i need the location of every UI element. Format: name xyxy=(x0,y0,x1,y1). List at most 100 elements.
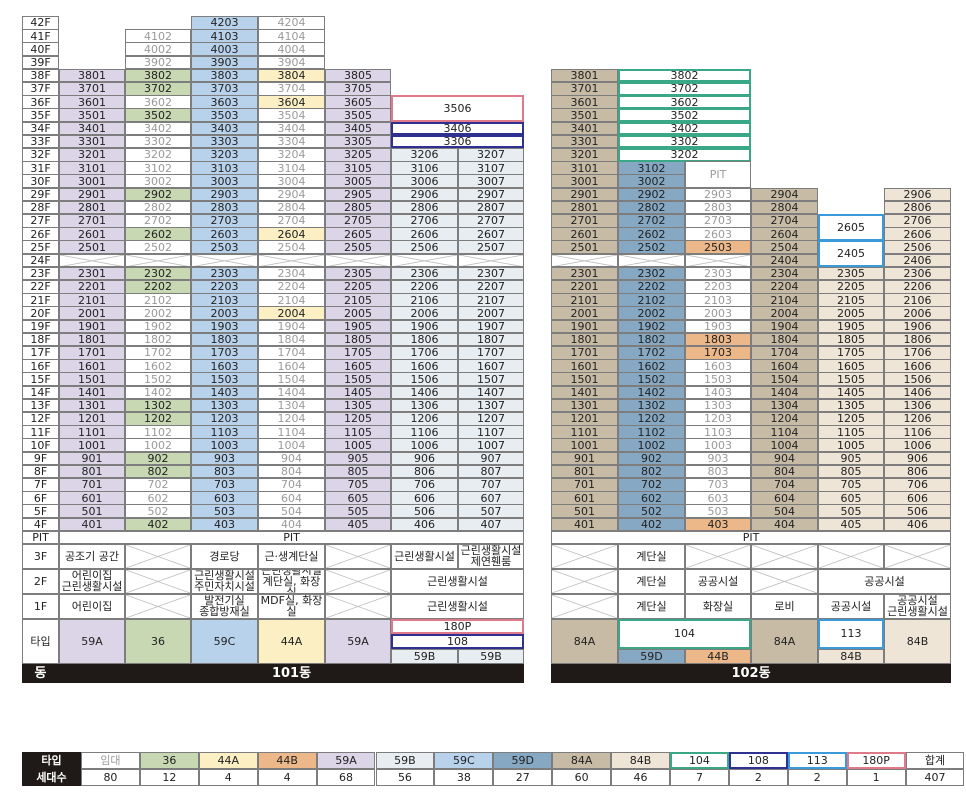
unit-cell: 3402 xyxy=(125,121,191,136)
unit-cell: 1602 xyxy=(125,359,191,373)
floor-label: 10F xyxy=(22,438,59,453)
unit-cell: 2206 xyxy=(884,280,951,294)
unit-cell: 2605 xyxy=(325,227,391,241)
unit-cell: 3205 xyxy=(325,148,391,162)
unit-cell: 406 xyxy=(391,517,458,532)
unit-cell: 3101 xyxy=(551,161,618,175)
unit-cell: 1701 xyxy=(59,346,125,360)
unit-cell: 707 xyxy=(458,478,524,492)
unit-cell: 1604 xyxy=(258,359,325,373)
unit-cell: 2906 xyxy=(884,187,951,202)
unit-cell: 1004 xyxy=(258,438,325,453)
unit-cell: 1605 xyxy=(818,359,884,373)
unit-cell: 3202 xyxy=(125,148,191,162)
unit-cell: 2902 xyxy=(125,187,191,202)
unit-cell: 2601 xyxy=(551,227,618,241)
merged-unit-cell: 3602 xyxy=(618,95,751,109)
unit-cell: 2204 xyxy=(258,280,325,294)
floor-label: 41F xyxy=(22,29,59,43)
unit-cell: 4204 xyxy=(258,16,325,30)
unit-cell: 2102 xyxy=(125,293,191,307)
unit-cell: 404 xyxy=(751,517,818,532)
unit-cell: 702 xyxy=(618,478,685,492)
unit-cell: 2707 xyxy=(458,214,524,228)
floor-label: 7F xyxy=(22,478,59,492)
unit-cell: 1703 xyxy=(685,346,751,360)
unit-cell: 502 xyxy=(125,504,191,519)
facility-cell: 계단실 xyxy=(618,593,685,619)
unit-cell: 3104 xyxy=(258,161,325,175)
floor-label: 39F xyxy=(22,55,59,70)
unit-cell: 2506 xyxy=(884,240,951,255)
unit-cell: 506 xyxy=(884,504,951,519)
unit-cell: 2701 xyxy=(59,214,125,228)
unit-cell: 705 xyxy=(818,478,884,492)
facility-cell: 공조기 공간 xyxy=(59,543,125,569)
unit-cell: 1206 xyxy=(391,412,458,426)
legend-count: 4 xyxy=(198,769,258,786)
floor-label: 34F xyxy=(22,121,59,136)
legend-count-header: 세대수 xyxy=(22,769,81,786)
unit-cell: 3305 xyxy=(325,134,391,149)
empty-cell xyxy=(551,593,618,619)
unit-cell: 905 xyxy=(818,451,884,466)
merged-unit-cell: 3506 xyxy=(391,95,524,123)
unit-cell: 1007 xyxy=(458,438,524,453)
unit-cell: 1301 xyxy=(551,398,618,413)
unit-cell: 3403 xyxy=(191,121,258,136)
unit-cell: 3006 xyxy=(391,174,458,189)
unit-cell: 1504 xyxy=(258,372,325,387)
unit-cell: 1503 xyxy=(685,372,751,387)
empty-cell xyxy=(551,253,618,268)
unit-cell: 1406 xyxy=(391,385,458,400)
type-cell: 108 xyxy=(391,633,524,649)
unit-cell: 1501 xyxy=(551,372,618,387)
floor-label: 3F xyxy=(22,543,59,569)
facility-cell: 근린생활시설 주민자치시설 xyxy=(191,568,258,594)
floor-label: 4F xyxy=(22,517,59,532)
type-cell: 59D xyxy=(618,648,685,664)
floor-label: 26F xyxy=(22,227,59,241)
unit-cell: 2005 xyxy=(325,306,391,321)
unit-cell: 3203 xyxy=(191,148,258,162)
unit-cell: 1006 xyxy=(391,438,458,453)
floor-label: 2F xyxy=(22,568,59,594)
facility-cell: 공공시설 xyxy=(685,568,751,594)
floor-label: 20F xyxy=(22,306,59,321)
unit-cell: 905 xyxy=(325,451,391,466)
unit-cell: 2804 xyxy=(258,200,325,215)
floor-label: 25F xyxy=(22,240,59,255)
unit-cell: 1204 xyxy=(258,412,325,426)
unit-cell: 2503 xyxy=(685,240,751,255)
unit-cell: 1003 xyxy=(685,438,751,453)
unit-cell: 2302 xyxy=(125,266,191,281)
unit-cell: 701 xyxy=(551,478,618,492)
unit-cell: 704 xyxy=(258,478,325,492)
merged-unit-cell: 3702 xyxy=(618,82,751,96)
unit-cell: 2703 xyxy=(685,214,751,228)
type-cell: 84B xyxy=(818,648,884,664)
unit-cell: 2606 xyxy=(391,227,458,241)
merged-unit-cell: 3306 xyxy=(391,134,524,149)
floor-label: 6F xyxy=(22,491,59,505)
legend-count: 46 xyxy=(611,769,670,786)
empty-cell xyxy=(191,253,258,268)
legend-type: 84A xyxy=(552,752,612,769)
unit-cell: 1705 xyxy=(325,346,391,360)
unit-cell: 1404 xyxy=(751,385,818,400)
unit-cell: 1706 xyxy=(391,346,458,360)
unit-cell: 3501 xyxy=(551,108,618,123)
unit-cell: 1304 xyxy=(258,398,325,413)
unit-cell: 3703 xyxy=(191,82,258,96)
unit-cell: 1803 xyxy=(191,332,258,347)
unit-cell: 3405 xyxy=(325,121,391,136)
unit-cell: 401 xyxy=(59,517,125,532)
legend-type: 104 xyxy=(670,752,729,769)
unit-cell: 607 xyxy=(458,491,524,505)
unit-cell: 4003 xyxy=(191,42,258,57)
legend-type: 59A xyxy=(316,752,376,769)
unit-cell: 3003 xyxy=(191,174,258,189)
legend-count: 2 xyxy=(787,769,847,786)
unit-cell: 1306 xyxy=(884,398,951,413)
unit-cell: 2103 xyxy=(191,293,258,307)
